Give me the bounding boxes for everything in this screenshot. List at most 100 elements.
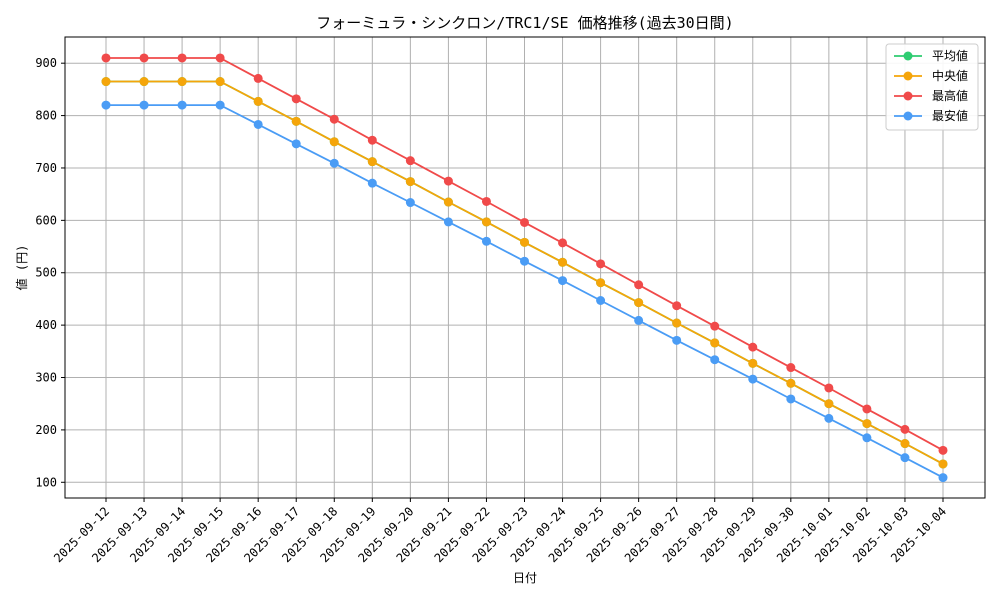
data-point <box>177 77 187 87</box>
data-point <box>405 156 415 166</box>
y-tick-label: 800 <box>35 109 57 123</box>
data-point <box>672 335 682 345</box>
data-point <box>215 53 225 63</box>
data-point <box>786 378 796 388</box>
data-point <box>367 157 377 167</box>
data-point <box>367 178 377 188</box>
data-point <box>938 445 948 455</box>
data-point <box>443 217 453 227</box>
data-point <box>139 53 149 63</box>
y-tick-label: 500 <box>35 266 57 280</box>
legend-item: 最高値 <box>894 88 968 103</box>
data-point <box>596 278 606 288</box>
legend-label: 最高値 <box>932 88 968 103</box>
data-point <box>710 355 720 365</box>
data-point <box>786 363 796 373</box>
data-point <box>481 236 491 246</box>
data-point <box>748 342 758 352</box>
legend-label: 中央値 <box>932 68 968 83</box>
legend-item: 平均値 <box>894 48 968 63</box>
data-point <box>139 77 149 87</box>
chart-title: フォーミュラ・シンクロン/TRC1/SE 価格推移(過去30日間) <box>316 14 733 32</box>
y-tick-label: 400 <box>35 318 57 332</box>
data-point <box>748 358 758 368</box>
y-tick-label: 100 <box>35 475 57 489</box>
legend-swatch-marker <box>903 111 913 121</box>
data-point <box>862 419 872 429</box>
data-point <box>862 404 872 414</box>
data-point <box>900 424 910 434</box>
legend-item: 中央値 <box>894 68 968 83</box>
data-point <box>748 374 758 384</box>
data-point <box>177 100 187 110</box>
data-point <box>215 77 225 87</box>
data-point <box>101 77 111 87</box>
data-point <box>367 135 377 145</box>
data-point <box>824 399 834 409</box>
data-point <box>634 280 644 290</box>
data-point <box>900 439 910 449</box>
data-point <box>177 53 187 63</box>
series-最安値 <box>101 100 948 483</box>
legend-swatch-marker <box>903 91 913 101</box>
y-axis-label: 値 (円) <box>14 245 29 291</box>
data-point <box>596 296 606 306</box>
data-point <box>900 453 910 463</box>
data-point <box>520 217 529 227</box>
data-point <box>291 94 301 104</box>
data-point <box>520 237 529 247</box>
data-point <box>291 116 301 126</box>
data-point <box>520 256 529 266</box>
data-point <box>938 459 948 469</box>
data-point <box>329 137 339 147</box>
data-point <box>596 259 606 269</box>
data-point <box>862 433 872 443</box>
data-point <box>329 114 339 124</box>
data-point <box>139 100 149 110</box>
data-point <box>405 177 415 187</box>
y-tick-label: 700 <box>35 161 57 175</box>
data-point <box>824 413 834 423</box>
data-point <box>710 321 720 331</box>
legend-label: 最安値 <box>932 108 968 123</box>
data-point <box>443 176 453 186</box>
data-point <box>710 338 720 348</box>
data-point <box>253 119 263 129</box>
legend-swatch-marker <box>903 51 913 61</box>
data-point <box>634 315 644 325</box>
data-point <box>291 139 301 149</box>
data-point <box>786 394 796 404</box>
data-point <box>672 301 682 311</box>
y-tick-label: 600 <box>35 213 57 227</box>
data-point <box>558 257 568 267</box>
series-最高値 <box>101 53 948 455</box>
data-point <box>558 238 568 248</box>
x-axis: 2025-09-122025-09-132025-09-142025-09-15… <box>51 498 949 565</box>
series-lines <box>101 53 948 483</box>
data-point <box>634 298 644 308</box>
data-point <box>101 100 111 110</box>
data-point <box>481 217 491 227</box>
legend-item: 最安値 <box>894 108 968 123</box>
data-point <box>481 196 491 206</box>
grid <box>65 37 985 498</box>
data-point <box>672 318 682 328</box>
data-point <box>253 73 263 83</box>
series-中央値 <box>101 77 948 469</box>
legend-swatch-marker <box>903 71 913 81</box>
legend-box <box>885 43 979 131</box>
y-tick-label: 900 <box>35 56 57 70</box>
data-point <box>405 198 415 208</box>
data-point <box>329 158 339 168</box>
data-point <box>215 100 225 110</box>
y-tick-label: 200 <box>35 423 57 437</box>
data-point <box>443 197 453 207</box>
y-axis: 100 200 300 400 500 600 700 800 900 <box>35 56 65 489</box>
data-point <box>101 53 111 63</box>
data-point <box>558 276 568 286</box>
data-point <box>938 473 948 483</box>
legend-label: 平均値 <box>932 48 968 63</box>
